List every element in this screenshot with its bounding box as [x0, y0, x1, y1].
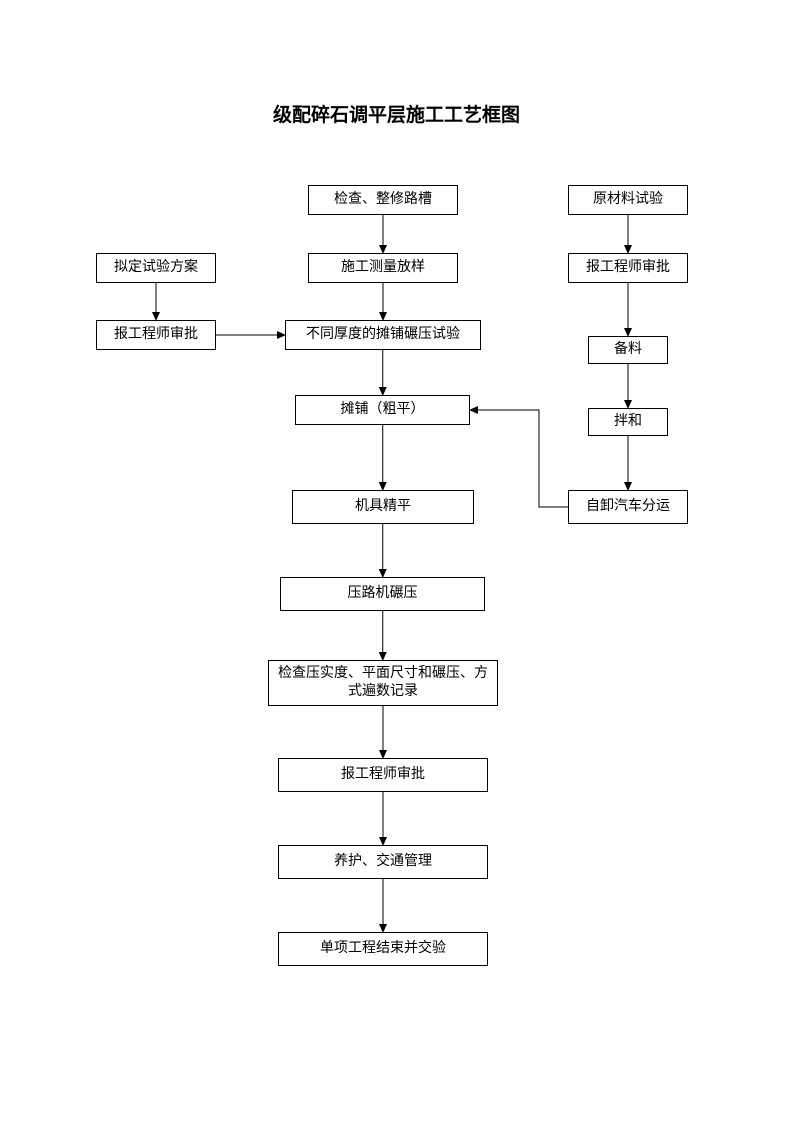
flowchart-node: 养护、交通管理: [278, 845, 488, 879]
flowchart-node: 不同厚度的摊铺碾压试验: [285, 320, 481, 350]
flowchart-node: 报工程师审批: [96, 320, 216, 350]
flowchart-node: 备料: [588, 336, 668, 364]
flowchart-node: 压路机碾压: [280, 577, 485, 611]
flowchart-node: 单项工程结束并交验: [278, 932, 488, 966]
flowchart-node: 机具精平: [292, 490, 474, 524]
flowchart-node: 拌和: [588, 408, 668, 436]
flowchart-node: 摊铺（粗平）: [295, 395, 470, 425]
diagram-title: 级配碎石调平层施工工艺框图: [0, 100, 793, 127]
flowchart-node: 报工程师审批: [278, 758, 488, 792]
flowchart-node: 拟定试验方案: [96, 253, 216, 283]
flowchart-node: 报工程师审批: [568, 253, 688, 283]
flowchart-node: 原材料试验: [568, 185, 688, 215]
flowchart-node: 自卸汽车分运: [568, 490, 688, 524]
flowchart-node: 检查、整修路槽: [308, 185, 458, 215]
flowchart-node: 施工测量放样: [308, 253, 458, 283]
flowchart-node: 检查压实度、平面尺寸和碾压、方式遍数记录: [268, 660, 498, 706]
